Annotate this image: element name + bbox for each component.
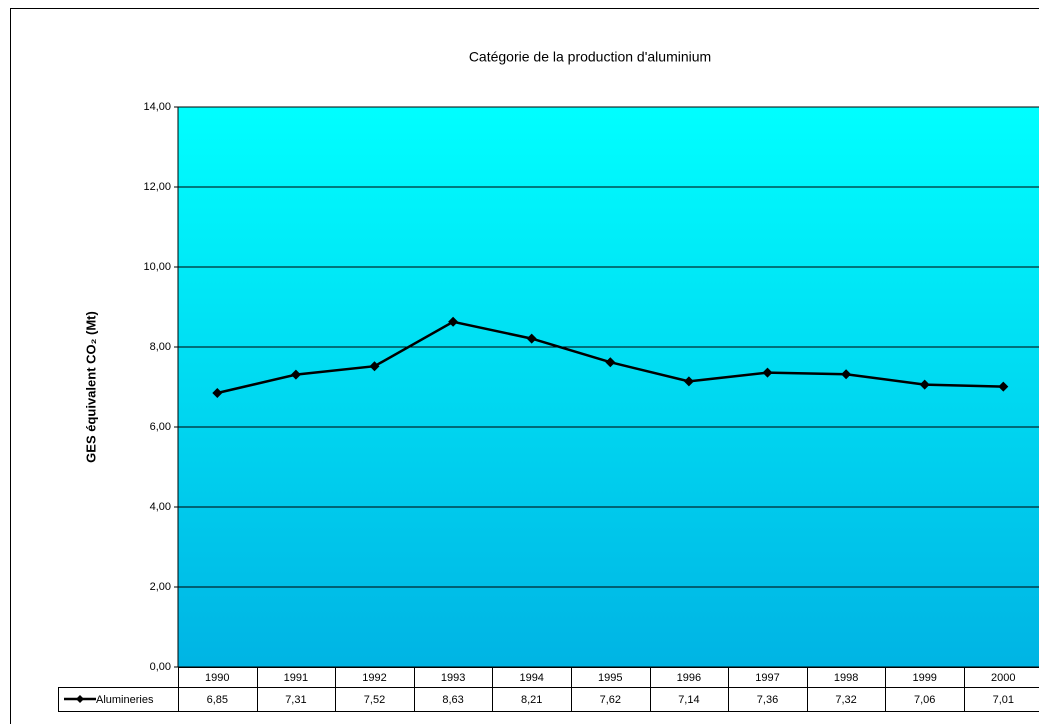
marker [448, 316, 459, 327]
x-tick-label: 1998 [834, 672, 858, 684]
x-tick-label: 1993 [441, 672, 465, 684]
data-label: 7,52 [364, 694, 385, 706]
x-tick-label: 1990 [205, 672, 229, 684]
marker [841, 369, 852, 380]
x-tick-label: 1992 [362, 672, 386, 684]
x-tick-label: 1994 [519, 672, 543, 684]
data-label: 7,62 [600, 694, 621, 706]
data-label: 6,85 [207, 694, 228, 706]
legend-label: Alumineries [96, 694, 154, 706]
marker [683, 376, 694, 387]
data-label: 7,32 [835, 694, 856, 706]
y-tick-label: 0,00 [150, 661, 171, 673]
y-tick-label: 2,00 [150, 581, 171, 593]
marker [605, 357, 616, 368]
data-label: 7,36 [757, 694, 778, 706]
marker [762, 367, 773, 378]
marker [919, 379, 930, 390]
marker [212, 388, 223, 398]
marker [290, 369, 301, 380]
y-tick-label: 10,00 [143, 261, 171, 273]
x-tick-label: 1999 [912, 672, 936, 684]
data-label: 7,01 [993, 694, 1014, 706]
x-tick-label: 2000 [991, 672, 1015, 684]
y-tick-label: 4,00 [150, 501, 171, 513]
marker [369, 361, 380, 372]
data-label: 7,06 [914, 694, 935, 706]
marker [526, 333, 537, 344]
y-tick-label: 12,00 [143, 181, 171, 193]
x-tick-label: 1996 [677, 672, 701, 684]
data-label: 8,21 [521, 694, 542, 706]
legend-marker [76, 695, 84, 703]
data-label: 7,31 [285, 694, 306, 706]
x-tick-label: 1995 [598, 672, 622, 684]
y-axis-title: GES équivalent CO₂ (Mt) [83, 311, 98, 463]
y-tick-label: 14,00 [143, 101, 171, 113]
x-tick-label: 1991 [284, 672, 308, 684]
marker [998, 381, 1009, 392]
y-tick-label: 8,00 [150, 341, 171, 353]
x-tick-label: 1997 [755, 672, 779, 684]
data-label: 8,63 [442, 694, 463, 706]
chart-title: Catégorie de la production d'aluminium [469, 49, 711, 65]
data-label: 7,14 [678, 694, 699, 706]
y-tick-label: 6,00 [150, 421, 171, 433]
plot-area [178, 107, 1039, 667]
